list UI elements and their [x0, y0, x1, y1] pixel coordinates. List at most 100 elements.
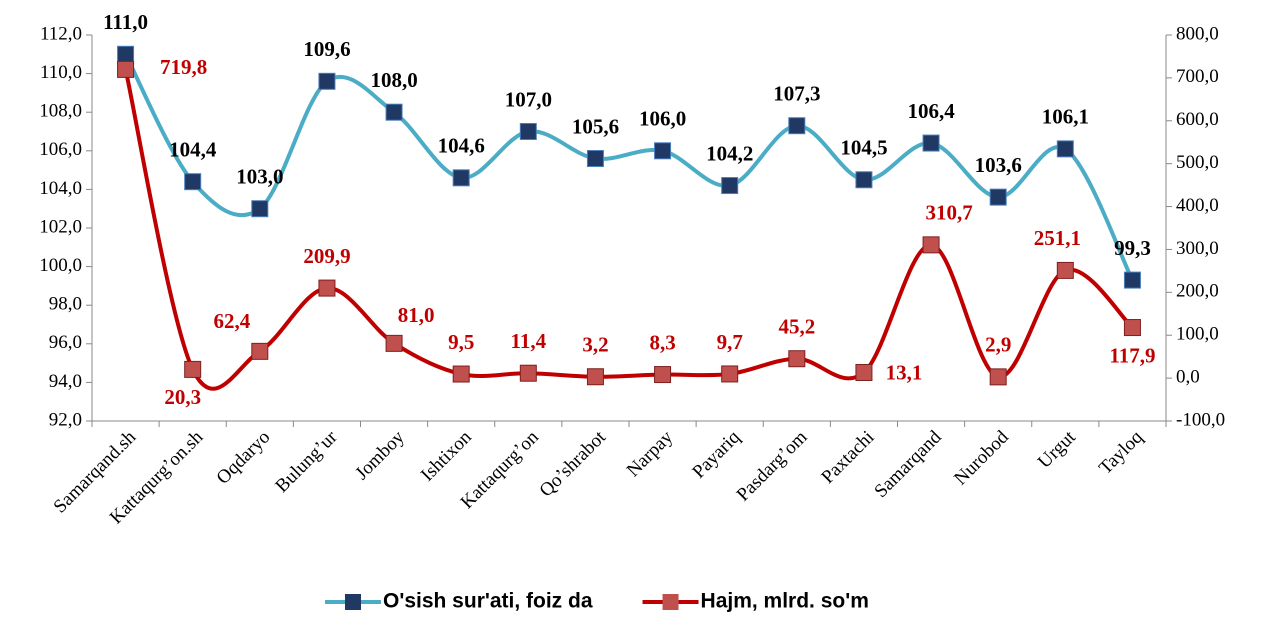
data-label: 20,3 — [164, 385, 201, 409]
y-tick-label: 106,0 — [39, 139, 82, 160]
marker — [586, 368, 604, 386]
y-tick-label: 96,0 — [49, 332, 82, 353]
y-tick-label: 108,0 — [39, 101, 82, 122]
data-label: 62,4 — [213, 309, 250, 333]
x-tick-label: Qo’shrabot — [536, 426, 611, 501]
x-tick-label: Pasdarg’om — [733, 427, 812, 506]
x-tick-label: Jomboy — [351, 426, 409, 484]
data-label: 9,7 — [717, 330, 743, 354]
data-label: 107,3 — [773, 82, 820, 106]
marker — [1056, 261, 1074, 279]
data-label: 8,3 — [649, 330, 675, 354]
x-tick-label: Nurobod — [950, 426, 1013, 489]
x-tick-label: Bulung’ur — [271, 426, 342, 497]
marker — [721, 177, 739, 195]
marker — [1056, 140, 1074, 158]
y-tick-label: 110,0 — [40, 62, 82, 83]
data-label: 106,4 — [907, 99, 955, 123]
y2-tick-label: 700,0 — [1176, 66, 1219, 87]
data-label: 3,2 — [582, 333, 608, 357]
data-label: 11,4 — [511, 329, 547, 353]
y2-tick-label: -100,0 — [1176, 409, 1225, 430]
marker — [721, 365, 739, 383]
data-label: 81,0 — [398, 303, 435, 327]
data-label: 111,0 — [103, 10, 148, 34]
marker — [385, 103, 403, 121]
data-label: 13,1 — [886, 360, 923, 384]
x-tick-label: Samarqand — [870, 426, 946, 502]
data-label: 109,6 — [303, 37, 350, 61]
x-tick-label: Payariq — [688, 426, 744, 482]
y-tick-label: 104,0 — [39, 178, 82, 199]
data-label: 108,0 — [370, 68, 417, 92]
marker — [989, 368, 1007, 386]
marker — [1123, 271, 1141, 289]
marker — [251, 342, 269, 360]
y-tick-label: 98,0 — [49, 294, 82, 315]
marker — [318, 72, 336, 90]
marker — [519, 364, 537, 382]
data-label: 2,9 — [985, 333, 1011, 357]
data-label: 310,7 — [925, 201, 972, 225]
x-tick-label: Ishtixon — [417, 426, 476, 485]
marker — [855, 171, 873, 189]
data-label: 104,5 — [840, 136, 887, 160]
y2-tick-label: 200,0 — [1176, 281, 1219, 302]
marker — [117, 45, 135, 63]
marker — [184, 360, 202, 378]
data-label: 103,0 — [236, 165, 283, 189]
y2-tick-label: 400,0 — [1176, 195, 1219, 216]
data-label: 107,0 — [505, 87, 552, 111]
data-label: 9,5 — [448, 330, 474, 354]
marker — [654, 142, 672, 160]
x-tick-label: Narpay — [623, 426, 678, 481]
legend-marker — [662, 594, 679, 610]
marker — [788, 117, 806, 135]
y2-tick-label: 800,0 — [1176, 23, 1219, 44]
data-label: 209,9 — [303, 244, 350, 268]
marker — [989, 188, 1007, 206]
marker — [184, 173, 202, 191]
x-tick-label: Oqdaryo — [213, 427, 275, 489]
y-tick-label: 94,0 — [49, 371, 82, 392]
marker — [1123, 319, 1141, 337]
x-tick-label: Paxtachi — [817, 427, 878, 488]
data-label: 117,9 — [1109, 343, 1155, 367]
marker — [586, 150, 604, 168]
data-label: 103,6 — [975, 153, 1022, 177]
marker — [117, 60, 135, 78]
marker — [519, 123, 537, 140]
marker — [318, 279, 336, 297]
data-label: 104,6 — [438, 134, 485, 158]
series-line — [123, 68, 1134, 391]
data-label: 104,4 — [169, 137, 217, 161]
legend-label: O'sish sur'ati, foiz da — [383, 590, 593, 613]
marker — [654, 366, 672, 384]
series-line — [123, 53, 1135, 282]
y2-tick-label: 0,0 — [1176, 366, 1200, 387]
y-tick-label: 92,0 — [49, 409, 82, 430]
marker — [452, 169, 470, 187]
y-tick-label: 112,0 — [40, 23, 82, 44]
data-label: 719,8 — [160, 55, 207, 79]
y-tick-label: 100,0 — [39, 255, 82, 276]
x-tick-label: Tayloq — [1095, 426, 1147, 478]
marker — [788, 350, 806, 368]
marker — [855, 363, 873, 381]
marker — [452, 365, 470, 383]
data-label: 106,1 — [1042, 105, 1089, 129]
legend-marker — [345, 594, 361, 610]
y2-tick-label: 600,0 — [1176, 109, 1219, 130]
data-label: 251,1 — [1034, 226, 1081, 250]
x-tick-label: Urgut — [1034, 426, 1080, 472]
legend-label: Hajm, mlrd. so'm — [701, 590, 869, 613]
marker — [251, 200, 269, 218]
data-label: 106,0 — [639, 107, 686, 131]
marker — [922, 134, 940, 152]
y-tick-label: 102,0 — [39, 216, 82, 237]
y2-tick-label: 100,0 — [1176, 324, 1219, 345]
marker — [922, 236, 940, 254]
data-label: 99,3 — [1114, 236, 1151, 260]
y2-tick-label: 500,0 — [1176, 152, 1219, 173]
